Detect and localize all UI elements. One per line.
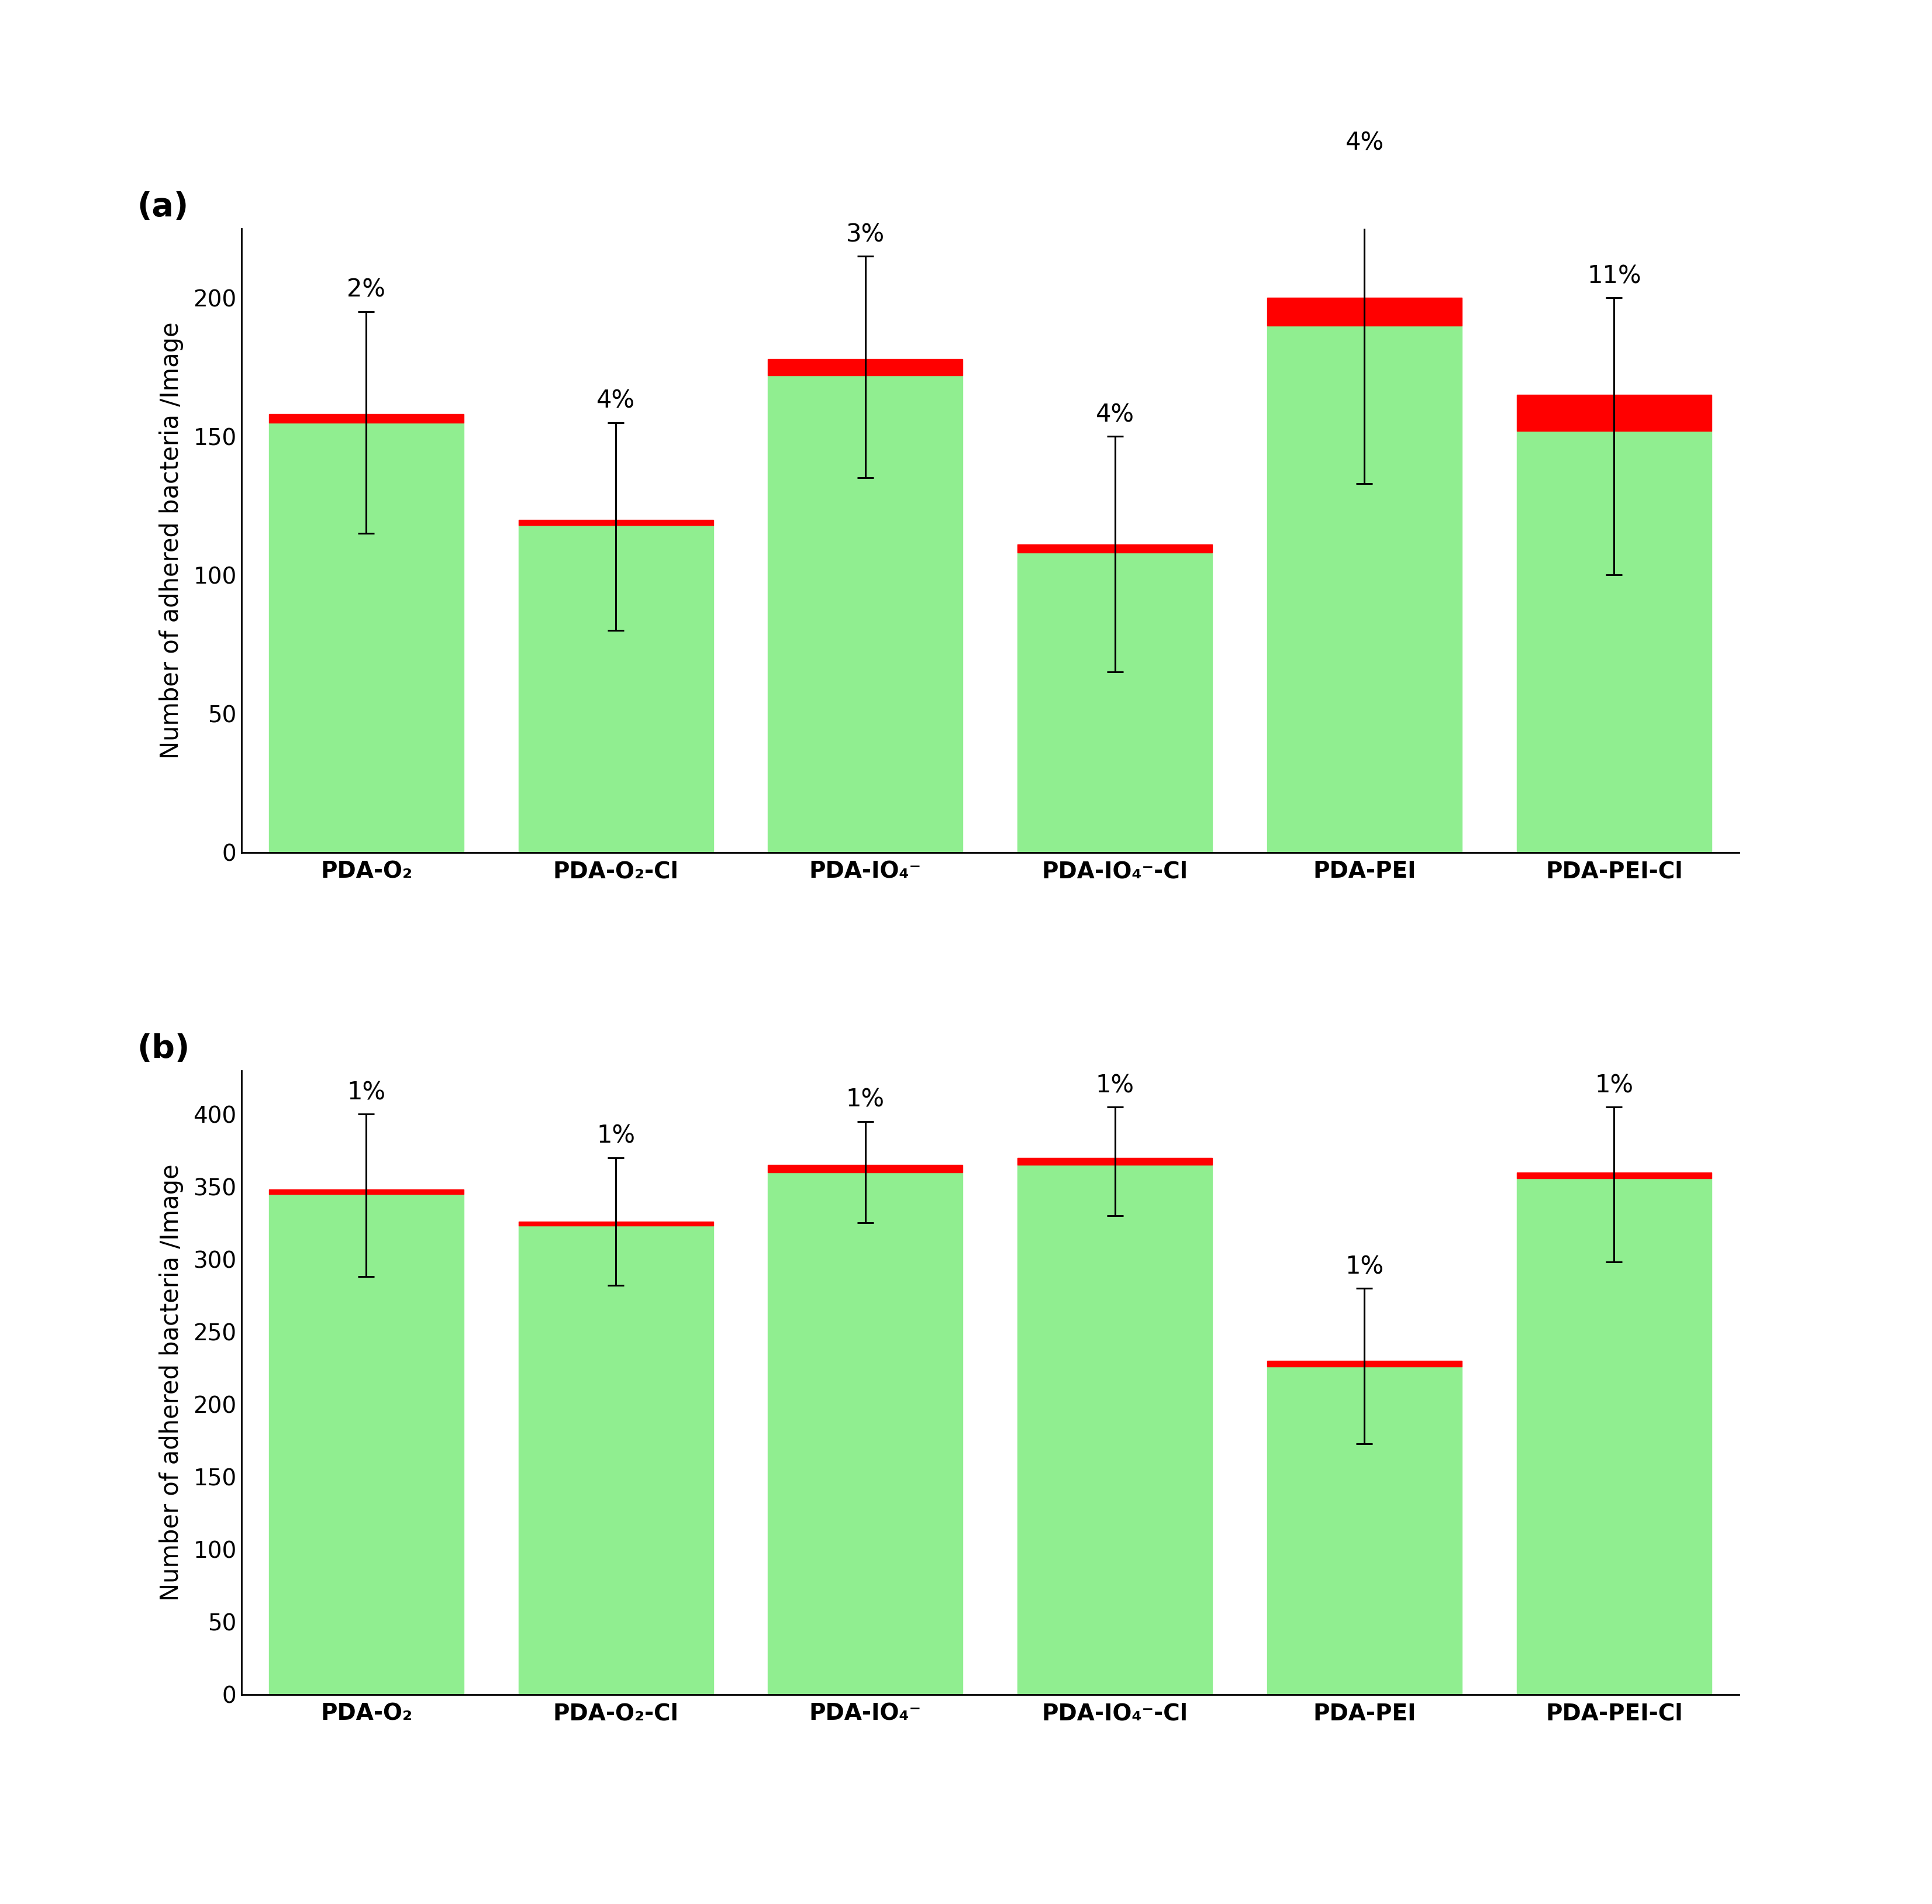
Bar [1018, 1158, 1211, 1165]
Bar [269, 415, 464, 423]
Text: 1%: 1% [1095, 1074, 1134, 1097]
Text: 1%: 1% [348, 1080, 386, 1104]
Bar [1517, 394, 1712, 430]
Text: 2%: 2% [348, 278, 386, 303]
Text: 4%: 4% [597, 388, 636, 413]
Bar [769, 358, 962, 375]
Bar [1267, 1361, 1463, 1367]
Y-axis label: Number of adhered bacteria /Image: Number of adhered bacteria /Image [158, 1163, 184, 1601]
Bar [769, 1173, 962, 1695]
Bar [1267, 326, 1463, 853]
Bar [518, 520, 713, 526]
Text: (a): (a) [137, 190, 187, 223]
Text: (b): (b) [137, 1034, 189, 1064]
Y-axis label: Number of adhered bacteria /Image: Number of adhered bacteria /Image [158, 322, 184, 760]
Text: 1%: 1% [597, 1123, 636, 1148]
Text: 11%: 11% [1586, 265, 1640, 288]
Bar [518, 1222, 713, 1226]
Bar [769, 1165, 962, 1173]
Text: 4%: 4% [1345, 131, 1383, 156]
Bar [1517, 1179, 1712, 1695]
Bar [269, 423, 464, 853]
Bar [1517, 430, 1712, 853]
Text: 1%: 1% [846, 1087, 885, 1112]
Bar [518, 526, 713, 853]
Bar [1018, 1165, 1211, 1695]
Text: 1%: 1% [1594, 1074, 1633, 1097]
Text: 1%: 1% [1345, 1255, 1383, 1279]
Text: 3%: 3% [846, 223, 885, 248]
Bar [769, 375, 962, 853]
Bar [269, 1194, 464, 1695]
Bar [518, 1226, 713, 1695]
Bar [1267, 1367, 1463, 1695]
Bar [1018, 545, 1211, 552]
Text: 4%: 4% [1095, 402, 1134, 426]
Bar [1018, 552, 1211, 853]
Bar [1267, 297, 1463, 326]
Bar [1517, 1173, 1712, 1179]
Bar [269, 1190, 464, 1194]
